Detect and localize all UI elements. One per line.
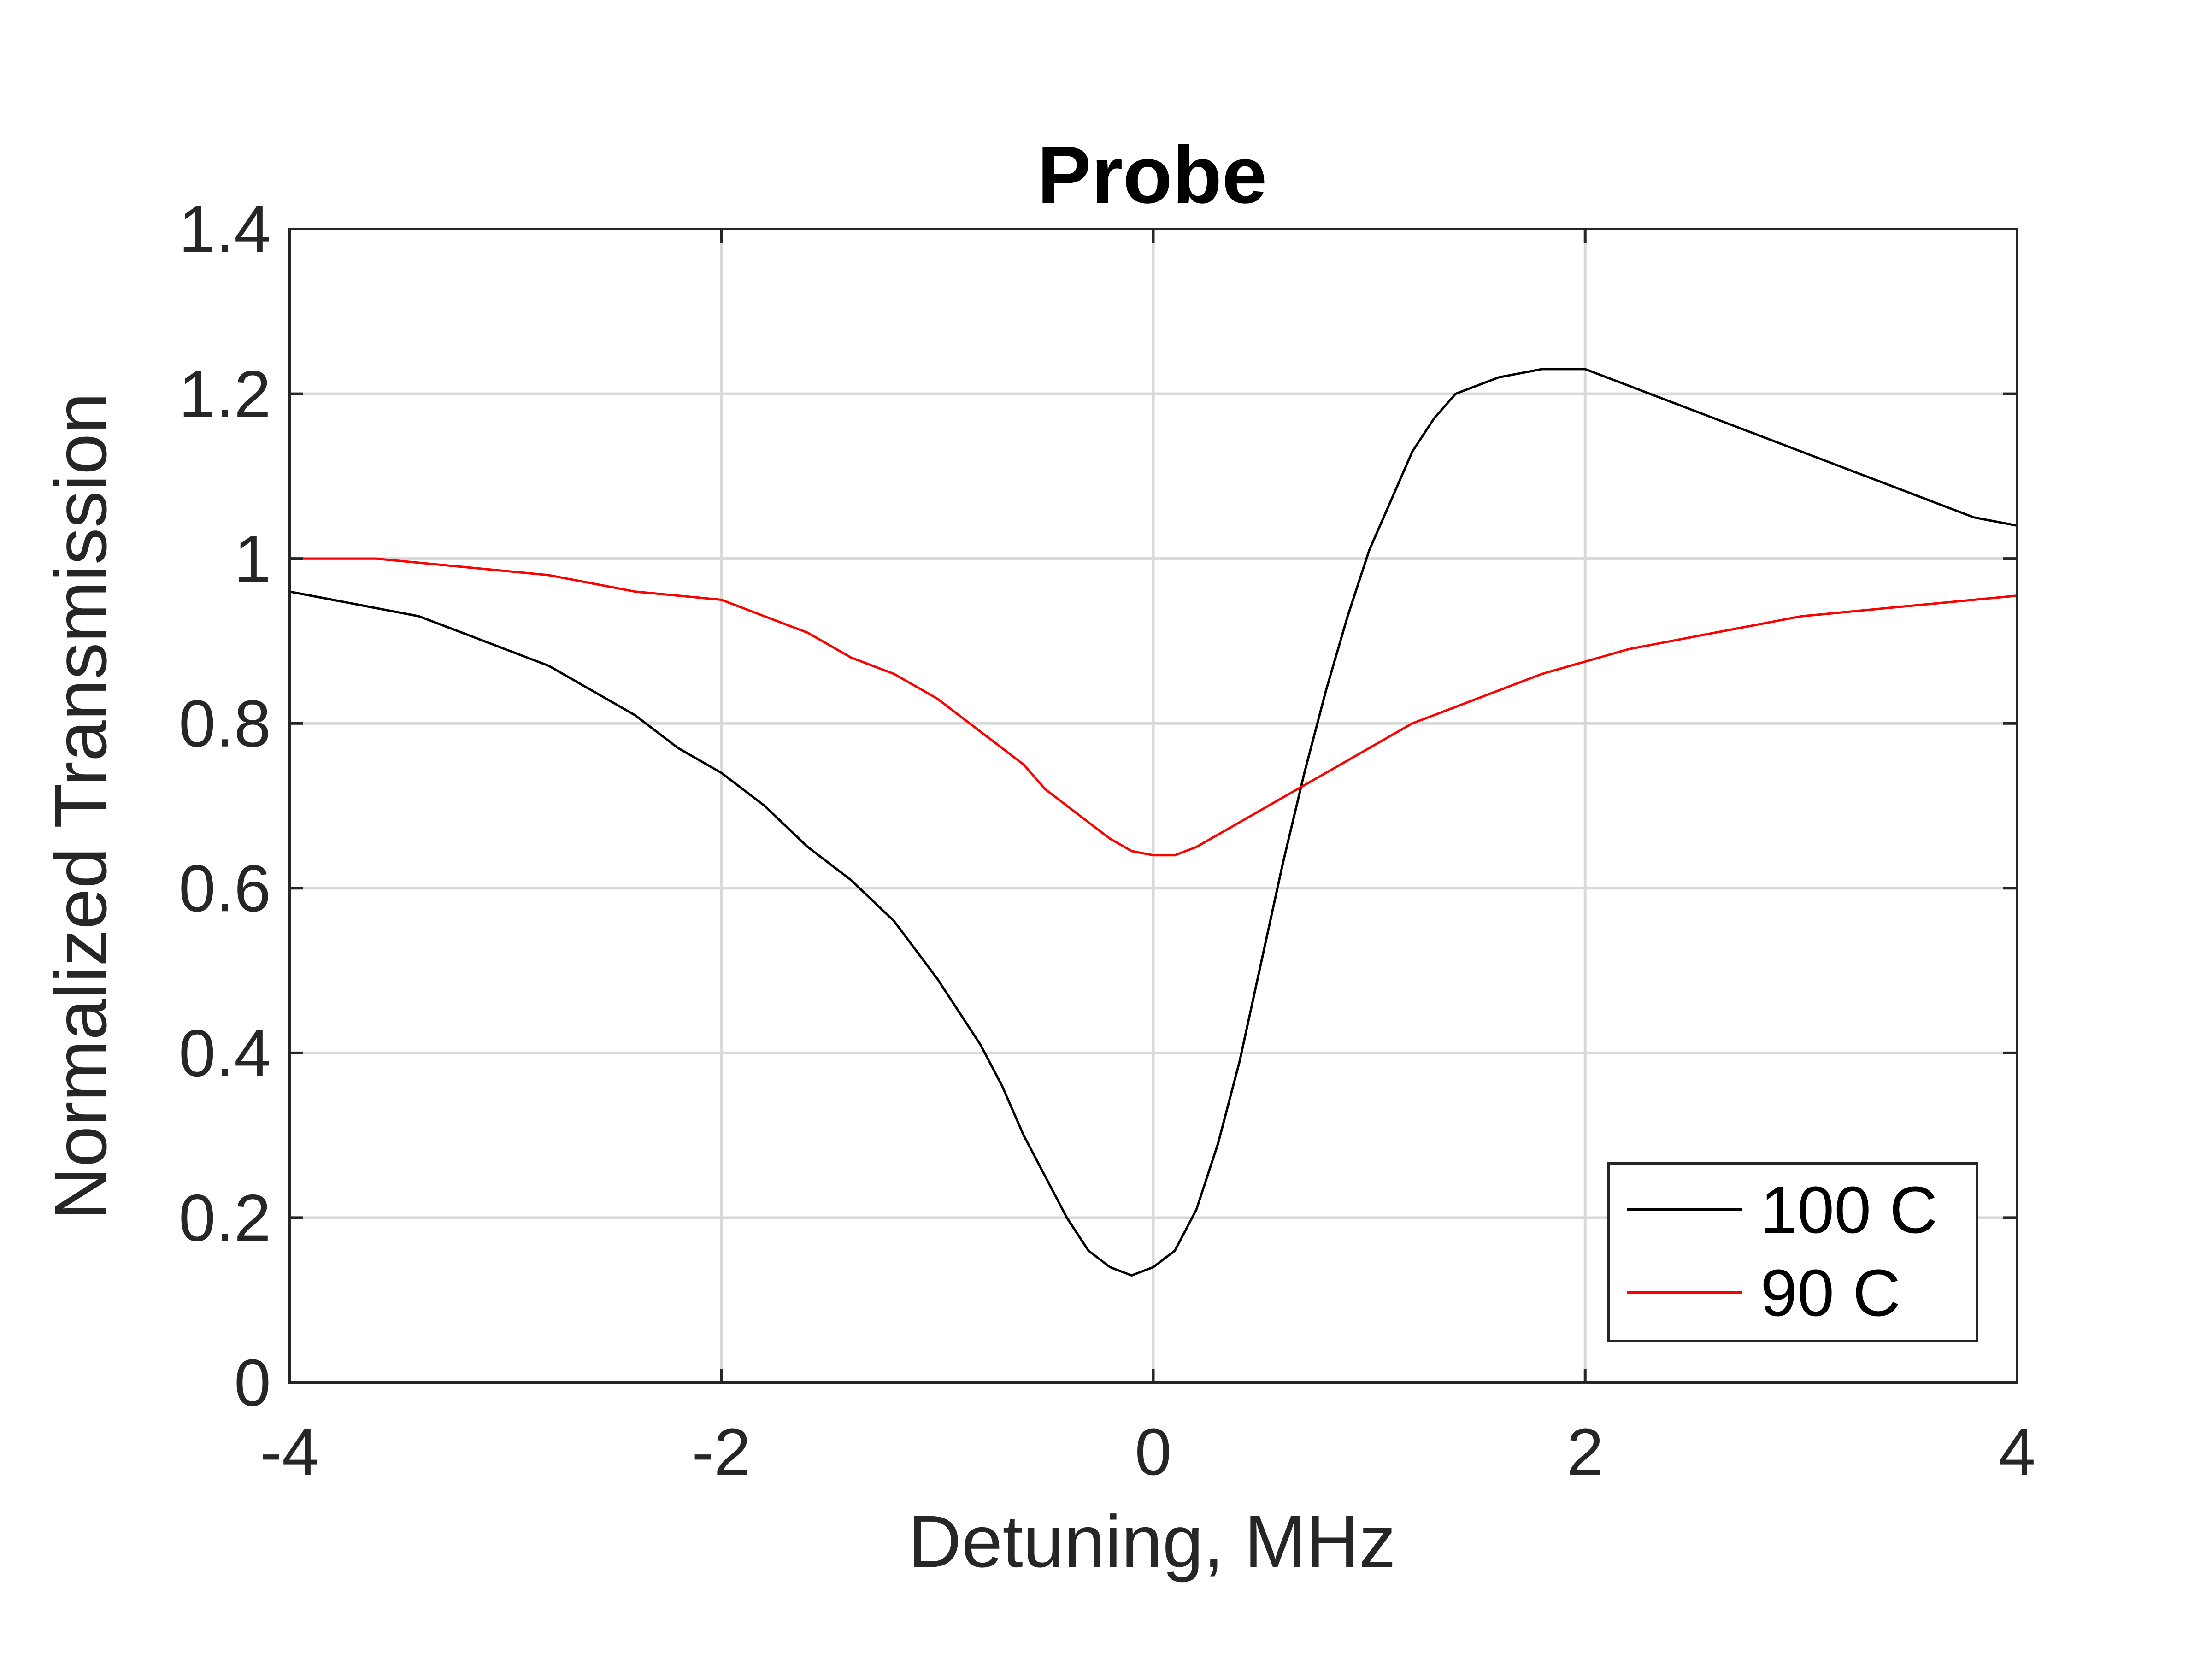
y-tick-label: 0	[234, 1346, 271, 1420]
y-tick-label: 0.2	[179, 1181, 271, 1255]
series-line-90c	[289, 557, 2018, 857]
x-axis-ticks: -4 -2 0 2 4	[260, 229, 2036, 1489]
legend-label-90c: 90 C	[1760, 1256, 1900, 1330]
y-axis-ticks: 0 0.2 0.4 0.6 0.8 1 1.2 1.4	[179, 192, 2017, 1420]
y-tick-label: 0.6	[179, 851, 271, 925]
x-tick-label: 2	[1567, 1415, 1604, 1489]
y-tick-label: 0.4	[179, 1016, 271, 1090]
y-tick-label: 0.8	[179, 687, 271, 761]
x-tick-label: -4	[260, 1415, 319, 1489]
legend-box	[1607, 1162, 1978, 1342]
y-tick-label: 1.4	[179, 192, 271, 266]
series-layer	[289, 368, 2018, 1277]
y-tick-label: 1	[234, 522, 271, 596]
x-axis-label: Detuning, MHz	[908, 1500, 1396, 1583]
y-axis-label: Normalized Transmission	[39, 393, 122, 1220]
legend-label-100c: 100 C	[1760, 1173, 1937, 1247]
series-line-100c	[289, 368, 2018, 1277]
x-tick-label: 0	[1135, 1415, 1171, 1489]
x-tick-label: -2	[692, 1415, 751, 1489]
y-tick-label: 1.2	[179, 357, 271, 431]
legend: 100 C 90 C	[1607, 1162, 1978, 1342]
x-tick-label: 4	[1999, 1415, 2036, 1489]
grid	[289, 229, 2017, 1382]
chart-title: Probe	[1037, 130, 1267, 220]
